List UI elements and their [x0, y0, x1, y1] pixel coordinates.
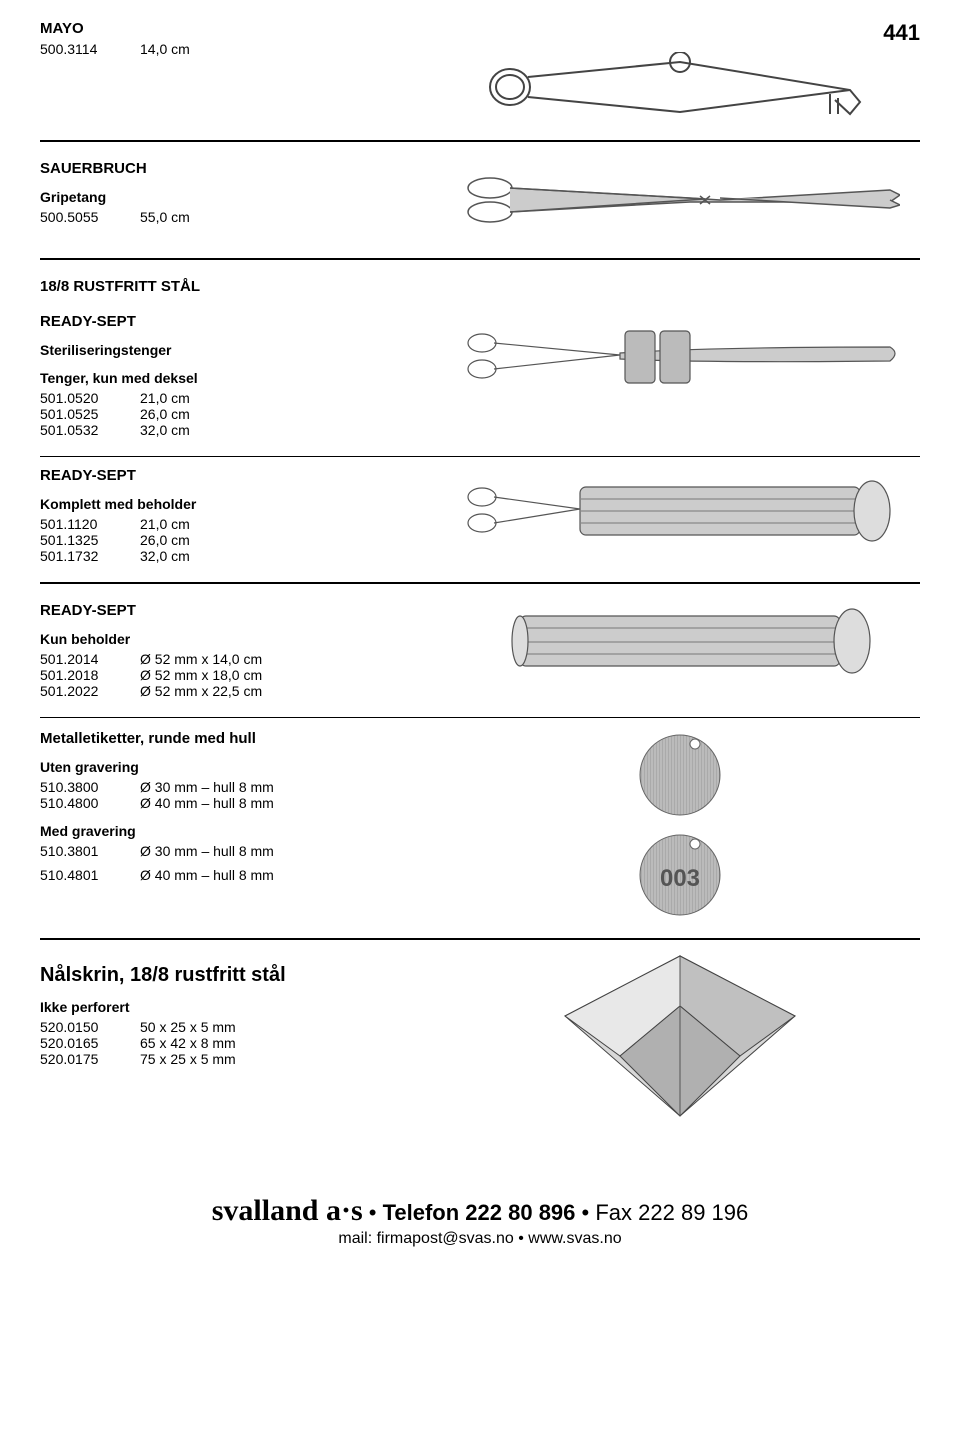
table-row: 501.2018Ø 52 mm x 18,0 cm — [40, 667, 420, 683]
table-row: 501.2014Ø 52 mm x 14,0 cm — [40, 651, 420, 667]
page-footer: svalland a·s • Telefon 222 80 896 • Fax … — [40, 1194, 920, 1248]
table-row: 500.5055 55,0 cm — [40, 209, 420, 225]
table-row: 510.4801Ø 40 mm – hull 8 mm — [40, 867, 420, 883]
footer-sep: • — [369, 1200, 383, 1225]
table-row: 501.173232,0 cm — [40, 548, 420, 564]
product-code: 510.4801 — [40, 867, 140, 883]
svg-text:003: 003 — [660, 865, 700, 892]
readysept1-sub2: Tenger, kun med deksel — [40, 370, 420, 386]
product-code: 500.3114 — [40, 41, 140, 57]
metall-sub1: Uten gravering — [40, 759, 420, 775]
nalskrin-title: Nålskrin, 18/8 rustfritt stål — [40, 964, 420, 987]
beholder-komplett-illustration — [440, 467, 920, 557]
product-code: 501.1120 — [40, 516, 140, 532]
metal-tag-engraved-illustration: 003 — [440, 830, 920, 920]
table-row: 501.052526,0 cm — [40, 406, 420, 422]
table-row: 501.052021,0 cm — [40, 390, 420, 406]
product-value: Ø 52 mm x 14,0 cm — [140, 651, 262, 667]
product-code: 510.3801 — [40, 843, 140, 859]
footer-sep: • — [582, 1200, 596, 1225]
product-code: 500.5055 — [40, 209, 140, 225]
table-row: 520.016565 x 42 x 8 mm — [40, 1035, 420, 1051]
nalskrin-illustration — [440, 946, 920, 1126]
table-row: 510.3800Ø 30 mm – hull 8 mm — [40, 779, 420, 795]
product-code: 501.0532 — [40, 422, 140, 438]
readysept2-title: READY-SEPT — [40, 467, 420, 484]
product-value: 55,0 cm — [140, 209, 190, 225]
product-value: Ø 30 mm – hull 8 mm — [140, 779, 274, 795]
product-code: 510.3800 — [40, 779, 140, 795]
page-number: 441 — [883, 20, 920, 46]
table-row: 501.2022Ø 52 mm x 22,5 cm — [40, 683, 420, 699]
product-value: 65 x 42 x 8 mm — [140, 1035, 236, 1051]
mayo-illustration — [440, 52, 920, 122]
rustfritt-heading: 18/8 RUSTFRITT STÅL — [40, 278, 920, 295]
product-code: 501.0525 — [40, 406, 140, 422]
nalskrin-sub: Ikke perforert — [40, 999, 420, 1015]
product-value: 26,0 cm — [140, 406, 190, 422]
product-code: 520.0165 — [40, 1035, 140, 1051]
table-row: 520.017575 x 25 x 5 mm — [40, 1051, 420, 1067]
product-value: 26,0 cm — [140, 532, 190, 548]
readysept3-sub: Kun beholder — [40, 631, 420, 647]
footer-mail: mail: firmapost@svas.no • www.svas.no — [40, 1230, 920, 1248]
product-value: 75 x 25 x 5 mm — [140, 1051, 236, 1067]
footer-fax: Fax 222 89 196 — [595, 1200, 748, 1225]
table-row: 501.132526,0 cm — [40, 532, 420, 548]
tenger-illustration — [440, 313, 920, 403]
sauerbruch-title: SAUERBRUCH — [40, 160, 420, 177]
mayo-title: MAYO — [40, 20, 84, 37]
table-row: 510.3801Ø 30 mm – hull 8 mm — [40, 843, 420, 859]
product-code: 501.1732 — [40, 548, 140, 564]
table-row: 510.4800Ø 40 mm – hull 8 mm — [40, 795, 420, 811]
metall-sub2: Med gravering — [40, 823, 420, 839]
footer-tel: Telefon 222 80 896 — [383, 1200, 576, 1225]
product-code: 520.0175 — [40, 1051, 140, 1067]
product-code: 501.1325 — [40, 532, 140, 548]
metal-tag-plain-illustration — [440, 730, 920, 820]
product-value: 21,0 cm — [140, 390, 190, 406]
product-value: Ø 52 mm x 22,5 cm — [140, 683, 262, 699]
product-code: 501.2018 — [40, 667, 140, 683]
product-value: Ø 30 mm – hull 8 mm — [140, 843, 274, 859]
product-value: 32,0 cm — [140, 422, 190, 438]
product-value: Ø 40 mm – hull 8 mm — [140, 867, 274, 883]
product-code: 501.2022 — [40, 683, 140, 699]
product-value: 14,0 cm — [140, 41, 190, 57]
beholder-illustration — [440, 602, 920, 682]
product-code: 520.0150 — [40, 1019, 140, 1035]
readysept1-title: READY-SEPT — [40, 313, 420, 330]
readysept2-sub: Komplett med beholder — [40, 496, 420, 512]
product-value: 50 x 25 x 5 mm — [140, 1019, 236, 1035]
table-row: 501.112021,0 cm — [40, 516, 420, 532]
product-code: 501.0520 — [40, 390, 140, 406]
table-row: 500.3114 14,0 cm — [40, 41, 420, 57]
footer-brand: svalland a·s — [212, 1194, 363, 1227]
product-value: 32,0 cm — [140, 548, 190, 564]
sauerbruch-subtitle: Gripetang — [40, 189, 420, 205]
readysept1-sub1: Steriliseringstenger — [40, 342, 420, 358]
product-value: 21,0 cm — [140, 516, 190, 532]
gripetang-illustration — [440, 160, 920, 240]
product-code: 510.4800 — [40, 795, 140, 811]
readysept3-title: READY-SEPT — [40, 602, 420, 619]
table-row: 520.015050 x 25 x 5 mm — [40, 1019, 420, 1035]
product-code: 501.2014 — [40, 651, 140, 667]
product-value: Ø 40 mm – hull 8 mm — [140, 795, 274, 811]
metall-title: Metalletiketter, runde med hull — [40, 730, 420, 747]
product-value: Ø 52 mm x 18,0 cm — [140, 667, 262, 683]
table-row: 501.053232,0 cm — [40, 422, 420, 438]
